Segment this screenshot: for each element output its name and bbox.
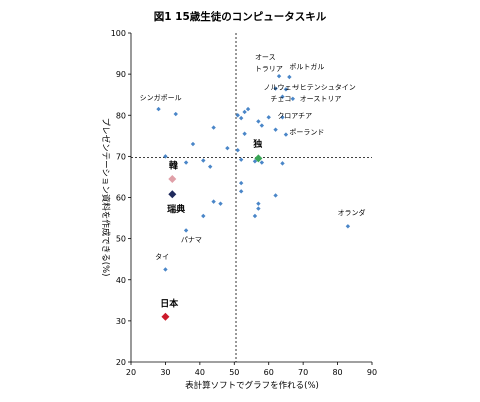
data-point [238,189,244,194]
y-tick-label: 30 [116,317,126,326]
highlight-label: 瑞典 [167,203,185,215]
highlight-point [254,154,263,163]
highlight-label: 日本 [160,297,179,309]
data-point [235,148,240,153]
data-point [283,87,289,92]
data-point [266,115,271,120]
data-point [225,145,230,151]
highlight-point [168,190,177,199]
plot-area: 20 30 40 50 60 70 80 90 100 20 30 40 50 60 70 80 90 オーストラ… [111,29,377,377]
data-point [280,94,285,99]
highlight-point [161,312,170,321]
x-axis-label: 表計算ソフトでグラフを作れる(%) [185,380,319,391]
point-label: オース [255,54,276,62]
data-point [242,109,247,115]
data-point [173,111,178,117]
point-label: トラリア [255,65,283,73]
y-tick-label: 70 [116,152,126,161]
data-point [256,206,261,211]
data-point [238,115,244,121]
highlight-label: 韓 [169,160,178,172]
y-tick-label: 50 [116,235,126,244]
data-point [235,113,240,118]
data-point [256,119,261,124]
y-tick-label: 40 [116,276,126,285]
data-point [238,157,244,162]
data-point [259,123,265,128]
highlight-point [168,174,177,183]
y-axis-label: プレゼンテーション資料を作成できる(%) [100,118,111,277]
x-tick-label: 60 [264,368,274,377]
data-point [201,158,206,163]
data-point [163,267,168,272]
data-point [242,131,247,136]
chart-title: 図1 15歳生徒のコンピュータスキル [154,10,327,23]
point-label: リヒテンシュタイン [293,82,356,91]
highlight-label: 独 [252,138,262,150]
data-point [211,125,216,130]
data-point [207,164,213,169]
y-tick-label: 60 [116,194,126,203]
data-point [183,228,189,233]
data-point [238,180,244,186]
y-tick-label: 80 [116,111,126,120]
data-point [245,106,251,112]
data-point [287,74,292,80]
data-point [276,73,282,79]
data-point [252,159,258,164]
point-label: チェコ [270,95,291,103]
y-tick-label: 100 [111,29,126,38]
x-tick-label: 50 [229,368,239,377]
point-label: パナマ [181,236,202,244]
data-point [163,154,168,159]
x-tick-label: 40 [195,368,205,377]
point-label: ノルウェー [264,83,299,91]
data-point [211,199,216,204]
point-label: オランダ [338,208,366,217]
data-point [280,115,285,120]
point-label: シンガポール [140,93,182,102]
data-point [280,161,285,166]
data-point [290,96,296,101]
data-point [183,160,189,165]
point-label: クロアチア [277,112,312,120]
x-tick-label: 80 [332,368,342,377]
x-tick-label: 70 [298,368,308,377]
point-label: タイ [155,252,169,261]
x-tick-label: 90 [367,368,377,377]
data-point [345,224,351,229]
point-label: オーストリア [300,95,342,103]
data-point [256,201,261,206]
x-tick-label: 20 [126,368,136,377]
point-label: ポルトガル [289,62,324,71]
data-point [252,213,258,219]
data-point [283,132,289,137]
data-point [259,160,265,165]
data-point [218,201,223,206]
data-point [201,213,206,219]
data-point [190,141,196,147]
y-tick-label: 20 [116,358,126,367]
x-tick-label: 30 [160,368,170,377]
data-point [156,106,161,112]
point-label: ポーランド [289,129,324,137]
data-point [273,127,278,132]
data-point [273,86,278,91]
y-tick-label: 90 [116,70,126,79]
data-point [273,193,278,198]
